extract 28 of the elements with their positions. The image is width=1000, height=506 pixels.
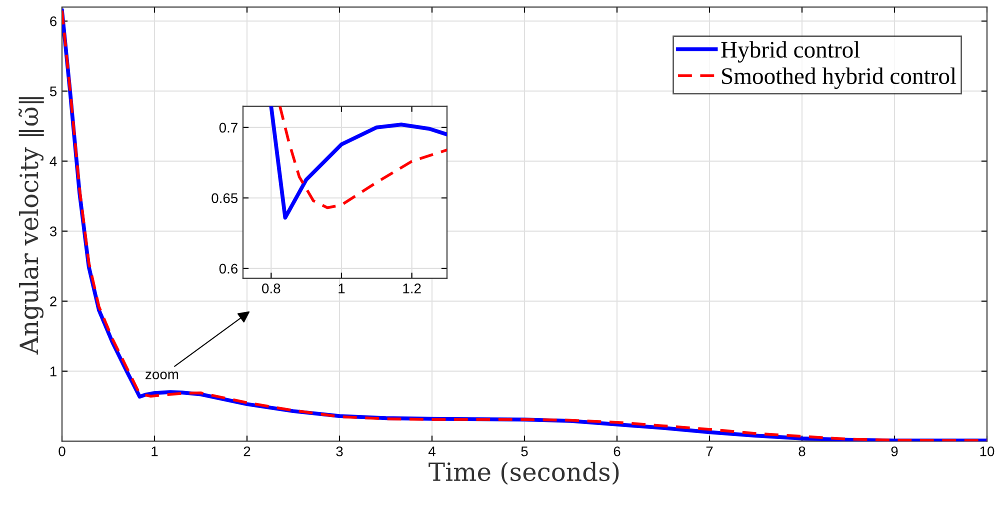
legend-label: Hybrid control — [721, 41, 860, 63]
y-tick-label: 5 — [50, 86, 57, 96]
x-tick-label: 0.8 — [262, 284, 280, 294]
x-tick-label: 1 — [338, 284, 345, 294]
y-tick-label: 0.6 — [219, 264, 238, 274]
x-tick-label: 4 — [428, 446, 436, 456]
x-tick-label: 1 — [152, 446, 158, 456]
legend-label: Smoothed hybrid control — [722, 67, 956, 89]
x-tick-label: 8 — [798, 446, 806, 456]
x-tick-label: 2 — [244, 446, 250, 456]
x-tick-label: 9 — [891, 446, 898, 456]
x-tick-label: 3 — [336, 446, 343, 456]
x-tick-label: 0 — [58, 446, 66, 456]
x-axis-title: Time (seconds) — [428, 462, 619, 485]
y-tick-label: 0.7 — [219, 122, 238, 133]
y-tick-label: 6 — [50, 16, 57, 26]
annotation: zoom — [146, 372, 178, 380]
y-tick-label: 2 — [50, 296, 56, 306]
x-tick-label: 6 — [614, 446, 620, 456]
x-tick-label: 7 — [706, 446, 713, 456]
y-tick-label: 3 — [50, 226, 57, 236]
y-axis-title: Angular velocity ‖ω̃‖ — [18, 97, 44, 355]
x-tick-label: 1.2 — [403, 284, 421, 294]
y-tick-label: 1 — [50, 366, 56, 376]
x-tick-label: 10 — [980, 446, 994, 456]
x-tick-label: 5 — [521, 446, 528, 456]
y-tick-label: 4 — [50, 156, 57, 166]
y-tick-label: 0.65 — [212, 193, 238, 204]
